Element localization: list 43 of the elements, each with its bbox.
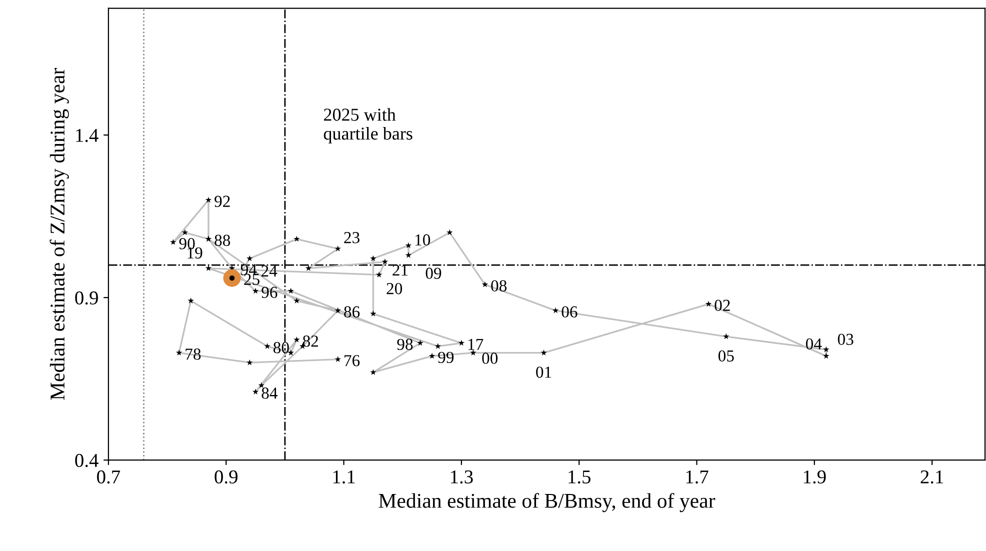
annotation: 82	[302, 336, 318, 347]
annotation: 05	[718, 350, 734, 362]
y-tick-label: 0.9	[75, 291, 98, 305]
annotation: 2025 with quartile bars	[324, 108, 412, 144]
y-tick-label: 1.4	[76, 128, 98, 142]
annotation: 23	[344, 232, 360, 244]
annotation: 92	[214, 196, 230, 207]
x-tick-label: 0.7	[97, 470, 120, 484]
annotation: 10	[416, 234, 430, 246]
x-tick-label: 1.3	[450, 470, 473, 484]
annotation: 96	[262, 286, 278, 298]
x-tick-label: 1.9	[804, 470, 826, 484]
annotation: 20	[386, 283, 402, 294]
annotation: 01	[536, 366, 552, 378]
annotation: 25	[244, 274, 260, 286]
annotation: 03	[838, 334, 854, 345]
x-tick-label: 2.1	[920, 470, 944, 484]
annotation: 86	[344, 306, 360, 318]
annotation: 08	[491, 280, 507, 292]
annotation: 90	[179, 238, 195, 250]
x-tick-label: 0.9	[214, 470, 238, 484]
annotation: 02	[714, 300, 730, 312]
y-axis-title: Median estimate of Z/Zmsy during year	[50, 68, 69, 400]
x-tick-label: 1.1	[333, 470, 355, 484]
annotation: 99	[438, 352, 454, 364]
annotation: 98	[397, 338, 413, 350]
annotation: 78	[186, 348, 201, 360]
annotation: 76	[344, 355, 360, 366]
annotation: 24	[261, 265, 278, 276]
annotation: 00	[482, 352, 498, 364]
annotation: 19	[188, 247, 202, 259]
annotation: 04	[806, 338, 822, 350]
annotation: 06	[562, 306, 578, 318]
annotation: 09	[426, 268, 442, 279]
point	[223, 269, 241, 287]
annotation: 17	[468, 338, 484, 350]
annotation: 84	[262, 388, 278, 399]
x-tick-label: 1.7	[686, 470, 708, 484]
x-axis-title: Median estimate of B/Bmsy, end of year	[378, 492, 716, 512]
x-tick-label: 1.5	[568, 470, 590, 484]
y-tick-label: 0.4	[75, 454, 98, 468]
annotation: 88	[214, 234, 230, 246]
annotation: 80	[273, 342, 289, 354]
